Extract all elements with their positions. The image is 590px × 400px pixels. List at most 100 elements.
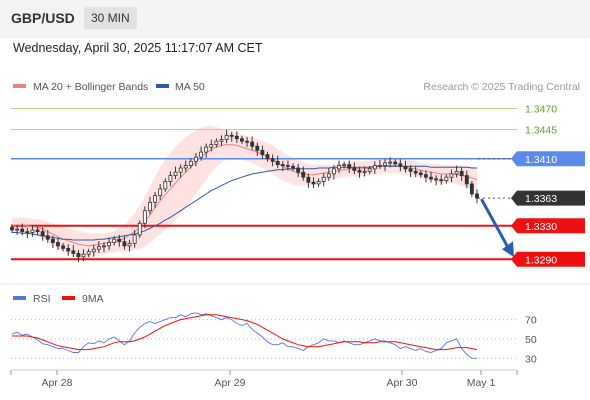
- candle-43: [229, 131, 234, 142]
- legend-swatch-ma20: [13, 84, 26, 88]
- x-tick-label-2: Apr 30: [387, 377, 418, 389]
- candle-body-5: [35, 229, 40, 233]
- level-label-1: 1.3445: [525, 124, 557, 136]
- candle-33: [178, 164, 183, 178]
- candle-56: [296, 163, 301, 178]
- candle-19: [107, 237, 112, 251]
- candle-body-43: [229, 134, 234, 137]
- candle-7: [45, 230, 50, 243]
- legend-swatch-9ma: [62, 296, 75, 300]
- candle-body-78: [408, 168, 413, 172]
- price-tag-2: 1.3410: [511, 151, 585, 167]
- candle-body-8: [50, 238, 55, 243]
- candle-body-25: [137, 222, 142, 236]
- legend-label-ma20: MA 20 + Bollinger Bands: [33, 81, 148, 93]
- candle-27: [148, 196, 152, 215]
- candle-body-58: [306, 176, 311, 183]
- rsi-tick-label-0: 70: [525, 315, 537, 327]
- candle-body-31: [168, 175, 173, 182]
- price-tag-label-2: 1.3410: [525, 154, 557, 166]
- price-tag-bg-5: [511, 251, 585, 267]
- candle-body-91: [475, 193, 479, 199]
- candle-body-40: [214, 140, 219, 145]
- timeframe-badge[interactable]: 30 MIN: [84, 7, 137, 29]
- candle-body-52: [275, 160, 280, 166]
- candle-body-10: [61, 245, 66, 249]
- candle-body-88: [459, 170, 464, 176]
- price-tag-3: 1.3363: [511, 190, 585, 206]
- x-tick-label-1: Apr 29: [215, 377, 246, 389]
- candle-body-83: [434, 178, 439, 181]
- symbol-title: GBP/USD: [11, 10, 75, 26]
- rsi-tick-label-1: 50: [525, 334, 537, 346]
- candle-body-77: [403, 165, 408, 170]
- candle-body-72: [377, 165, 382, 167]
- candle-body-76: [398, 163, 403, 167]
- candle-39: [209, 139, 214, 152]
- candle-body-0: [10, 227, 14, 231]
- candle-body-63: [331, 168, 336, 175]
- candle-44: [234, 131, 239, 143]
- candle-0: [10, 224, 14, 233]
- candle-body-50: [265, 154, 270, 160]
- candle-13: [76, 249, 81, 263]
- candle-5: [35, 227, 40, 235]
- candle-body-30: [163, 180, 168, 190]
- candle-body-49: [260, 150, 265, 156]
- candle-body-80: [418, 172, 423, 176]
- price-tag-label-3: 1.3363: [525, 193, 557, 205]
- candle-body-86: [449, 173, 454, 178]
- candle-20: [112, 236, 117, 246]
- candle-12: [71, 245, 76, 257]
- candle-72: [377, 159, 382, 170]
- candle-body-73: [383, 162, 387, 166]
- candle-body-89: [464, 175, 469, 185]
- candle-body-65: [342, 164, 347, 167]
- candle-60: [316, 178, 321, 187]
- candle-body-45: [240, 138, 244, 142]
- legend-label-rsi: RSI: [33, 293, 51, 305]
- chart-header: GBP/USD 30 MIN: [0, 0, 590, 38]
- candle-35: [188, 158, 193, 169]
- candle-46: [245, 136, 249, 147]
- candle-41: [219, 135, 224, 147]
- candle-body-29: [158, 188, 163, 197]
- candle-body-6: [40, 231, 45, 237]
- candle-body-87: [454, 170, 459, 175]
- candle-52: [275, 155, 280, 169]
- candle-81: [423, 170, 428, 183]
- bollinger-band-area: [12, 126, 477, 259]
- candle-77: [403, 160, 408, 173]
- price-tag-bg-2: [511, 151, 585, 167]
- candle-76: [398, 159, 403, 172]
- candle-body-22: [122, 241, 127, 247]
- candle-45: [240, 135, 244, 145]
- candle-body-84: [439, 179, 444, 182]
- candle-58: [306, 173, 311, 188]
- candle-8: [50, 235, 55, 249]
- candle-78: [408, 165, 413, 177]
- candle-body-20: [112, 238, 117, 243]
- legend-label-ma50: MA 50: [175, 81, 205, 93]
- candle-body-3: [25, 231, 30, 234]
- candle-body-37: [199, 151, 203, 158]
- candle-body-11: [66, 247, 71, 252]
- candle-55: [291, 163, 295, 171]
- price-tag-label-4: 1.3330: [525, 221, 557, 233]
- candle-body-69: [362, 170, 367, 173]
- candle-body-9: [56, 242, 60, 247]
- candle-body-56: [296, 167, 301, 173]
- candle-body-7: [45, 235, 50, 240]
- candle-80: [418, 170, 423, 178]
- candle-62: [326, 168, 331, 181]
- candle-body-68: [357, 170, 362, 173]
- rsi-ma-line: [12, 314, 478, 351]
- candle-70: [367, 165, 372, 175]
- candle-body-32: [173, 171, 178, 176]
- candle-18: [102, 242, 106, 253]
- legend-swatch-ma50: [156, 84, 169, 88]
- candle-body-71: [372, 165, 377, 170]
- candle-89: [464, 170, 469, 189]
- candle-25: [137, 220, 142, 238]
